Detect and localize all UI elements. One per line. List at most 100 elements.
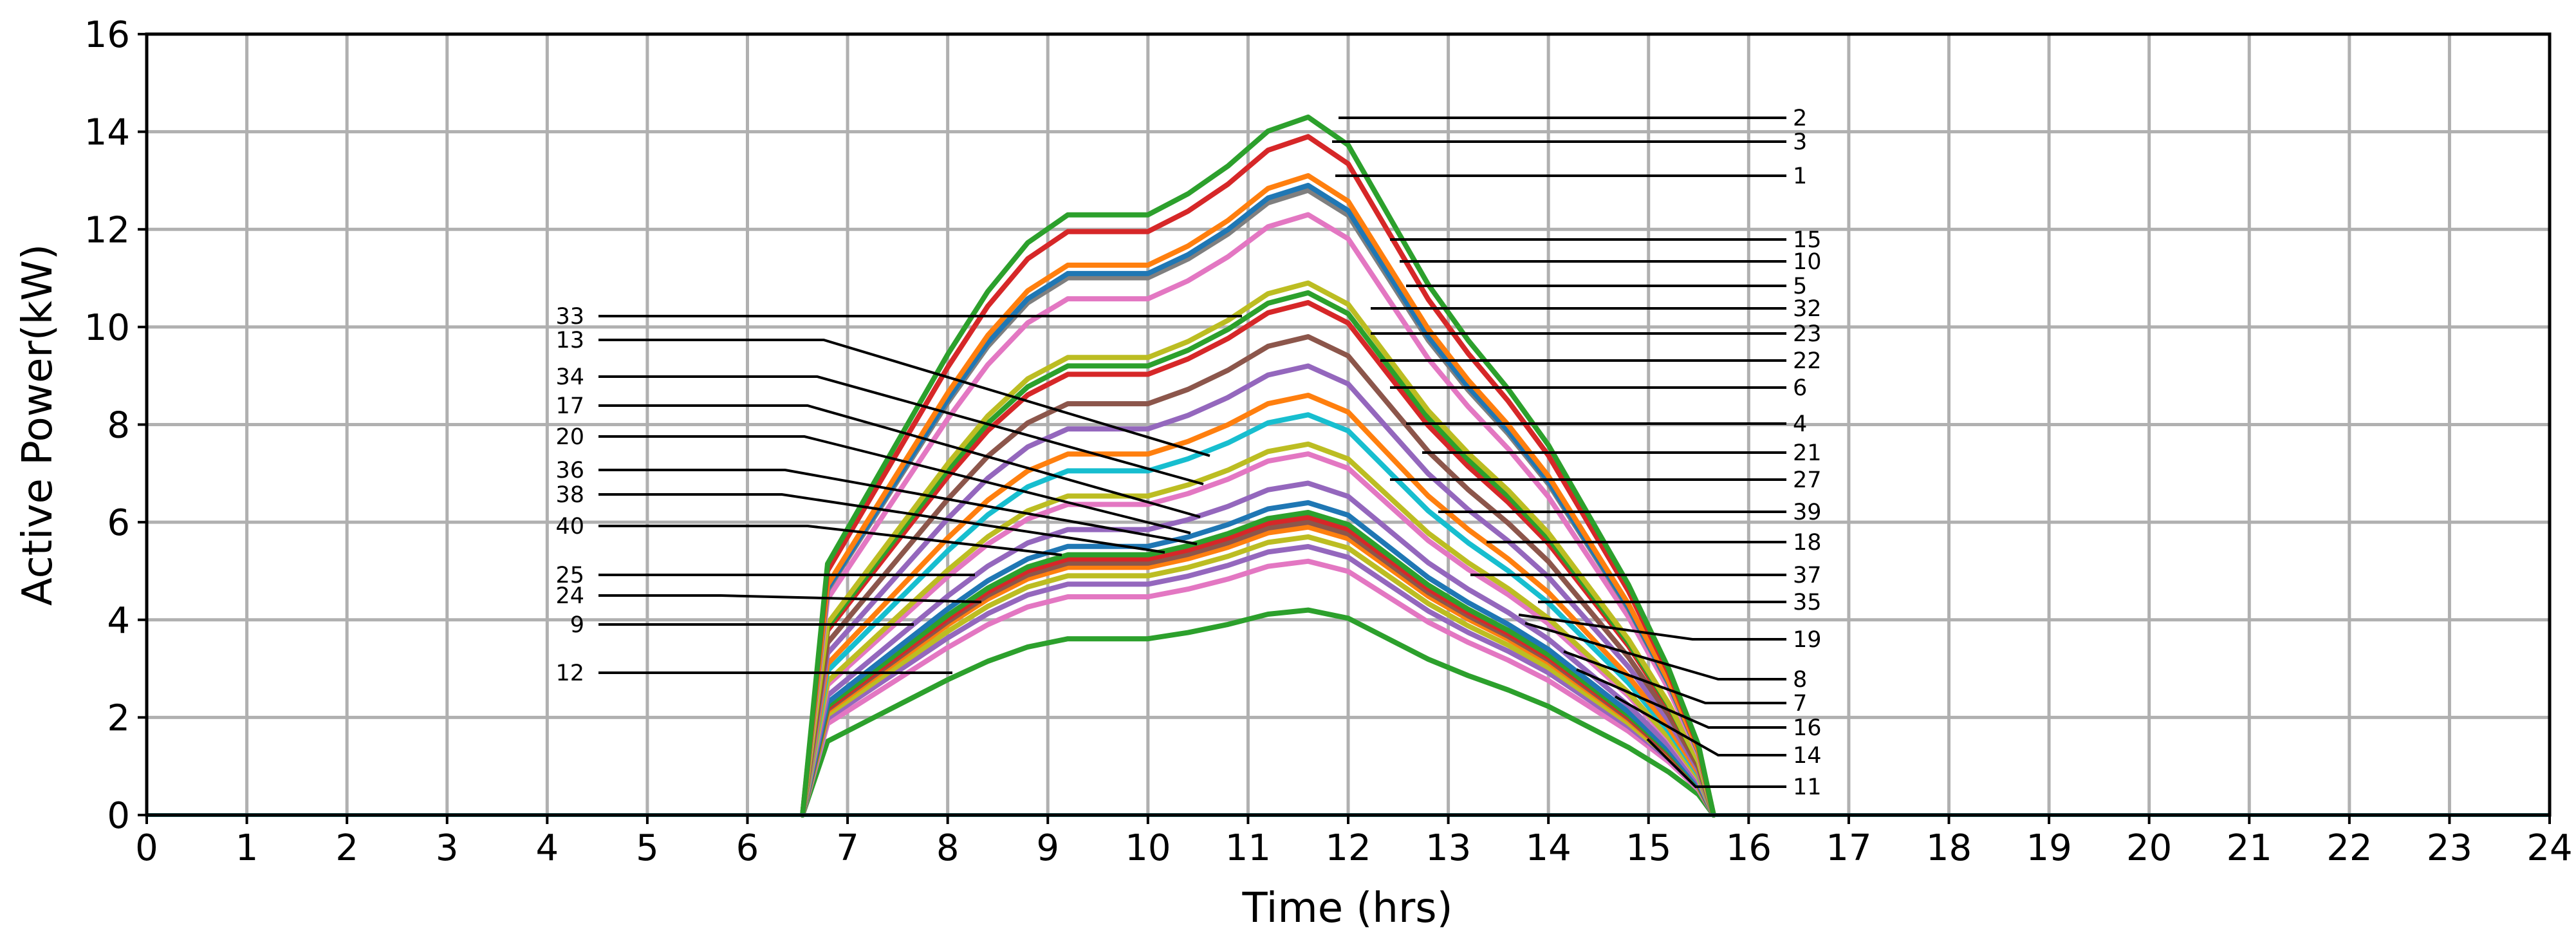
- y-tick-label: 4: [107, 600, 130, 642]
- curve-label: 38: [555, 482, 584, 508]
- curve-label: 40: [555, 514, 584, 539]
- leader-line: [598, 594, 982, 603]
- x-tick-label: 22: [2326, 827, 2372, 869]
- leader-line: [598, 469, 1198, 545]
- curve-label: 6: [1793, 375, 1807, 401]
- x-tick-label: 1: [236, 827, 259, 869]
- series-line-11: [800, 607, 1716, 818]
- y-axis-title: Active Power(kW): [14, 244, 62, 606]
- y-tick-label: 8: [107, 405, 130, 447]
- curve-label: 11: [1793, 774, 1822, 800]
- curve-label: 16: [1793, 715, 1822, 741]
- curve-label: 4: [1793, 411, 1807, 437]
- series-line-2: [800, 114, 1716, 818]
- leader-lines: [598, 117, 1786, 788]
- y-tick-label: 16: [84, 14, 130, 56]
- x-tick-label: 11: [1225, 827, 1271, 869]
- series-line-1: [800, 173, 1716, 818]
- x-tick-label: 12: [1325, 827, 1371, 869]
- x-tick-label: 9: [1036, 827, 1059, 869]
- y-tick-label: 14: [84, 112, 130, 154]
- leader-line: [598, 375, 1204, 485]
- y-tick-label: 10: [84, 307, 130, 349]
- y-tick-label: 2: [107, 697, 130, 739]
- curve-label: 35: [1793, 590, 1822, 615]
- series-line-37: [800, 480, 1716, 818]
- leader-line: [598, 435, 1191, 534]
- leader-line: [1524, 622, 1786, 680]
- x-tick-label: 6: [736, 827, 759, 869]
- y-tick-label: 0: [107, 795, 130, 837]
- curve-label: 33: [555, 304, 584, 330]
- curve-label: 21: [1793, 440, 1822, 466]
- series-line-39: [800, 441, 1716, 818]
- leader-line: [1646, 738, 1786, 788]
- curve-label: 27: [1793, 467, 1822, 493]
- leader-line: [1576, 668, 1786, 729]
- x-tick-label: 13: [1425, 827, 1471, 869]
- series-line-19: [800, 510, 1716, 818]
- curve-label: 34: [555, 364, 584, 390]
- x-tick-label: 23: [2427, 827, 2472, 869]
- leader-line: [598, 404, 1201, 518]
- x-tick-label: 7: [836, 827, 859, 869]
- curve-label: 25: [555, 563, 584, 588]
- series-line-5: [800, 212, 1716, 818]
- series-line-40: [800, 544, 1716, 818]
- series-line-21: [800, 393, 1716, 818]
- x-tick-label: 0: [135, 827, 158, 869]
- x-tick-label: 16: [1726, 827, 1772, 869]
- leader-line: [1615, 695, 1786, 756]
- leader-line: [1563, 650, 1786, 704]
- series-line-35: [800, 500, 1716, 818]
- leader-line: [598, 493, 1165, 554]
- curve-label: 7: [1793, 691, 1807, 717]
- curve-label: 5: [1793, 274, 1807, 299]
- curve-label: 20: [555, 424, 584, 450]
- x-tick-label: 4: [536, 827, 559, 869]
- x-tick-label: 2: [335, 827, 358, 869]
- x-tick-label: 18: [1926, 827, 1972, 869]
- leader-line: [1518, 614, 1786, 641]
- x-tick-label: 14: [1526, 827, 1571, 869]
- curve-label: 18: [1793, 530, 1822, 556]
- curve-label: 2: [1793, 106, 1807, 131]
- curve-label: 22: [1793, 348, 1822, 374]
- x-tick-label: 20: [2126, 827, 2172, 869]
- curve-label: 10: [1793, 249, 1822, 275]
- curve-label: 9: [570, 612, 584, 638]
- x-tick-label: 8: [936, 827, 959, 869]
- curve-label: 13: [555, 328, 584, 353]
- x-tick-label: 17: [1826, 827, 1871, 869]
- x-tick-label: 5: [636, 827, 659, 869]
- curve-label: 39: [1793, 500, 1822, 525]
- x-tick-label: 24: [2526, 827, 2572, 869]
- curve-label: 19: [1793, 627, 1822, 653]
- series-line-27: [800, 412, 1716, 818]
- y-axis-ticks: 0 2 4 6 8 10 12 14 16: [84, 14, 147, 837]
- curve-label: 12: [555, 661, 584, 686]
- x-tick-label: 19: [2026, 827, 2071, 869]
- curve-label: 3: [1793, 129, 1807, 155]
- y-tick-label: 6: [107, 502, 130, 544]
- curve-label: 37: [1793, 563, 1822, 588]
- curve-label: 24: [555, 583, 584, 609]
- curve-label: 1: [1793, 164, 1807, 189]
- curve-label: 14: [1793, 743, 1822, 769]
- curve-label: 36: [555, 458, 584, 483]
- leader-line: [598, 339, 1210, 457]
- leader-line: [598, 525, 1062, 556]
- x-tick-label: 15: [1626, 827, 1671, 869]
- series-line-32: [800, 280, 1716, 818]
- x-tick-label: 21: [2227, 827, 2272, 869]
- series-line-24: [800, 558, 1716, 818]
- curve-label: 17: [555, 393, 584, 419]
- curve-label: 8: [1793, 667, 1807, 693]
- x-axis-ticks: 0 1 2 3 4 5 6 7 8 9 10 11 12 13 14 15 16 17 18 19 20 21 22 23 24: [135, 815, 2573, 869]
- y-tick-label: 12: [84, 209, 130, 251]
- x-tick-label: 3: [436, 827, 459, 869]
- curve-label: 23: [1793, 321, 1822, 347]
- curve-label: 32: [1793, 296, 1822, 322]
